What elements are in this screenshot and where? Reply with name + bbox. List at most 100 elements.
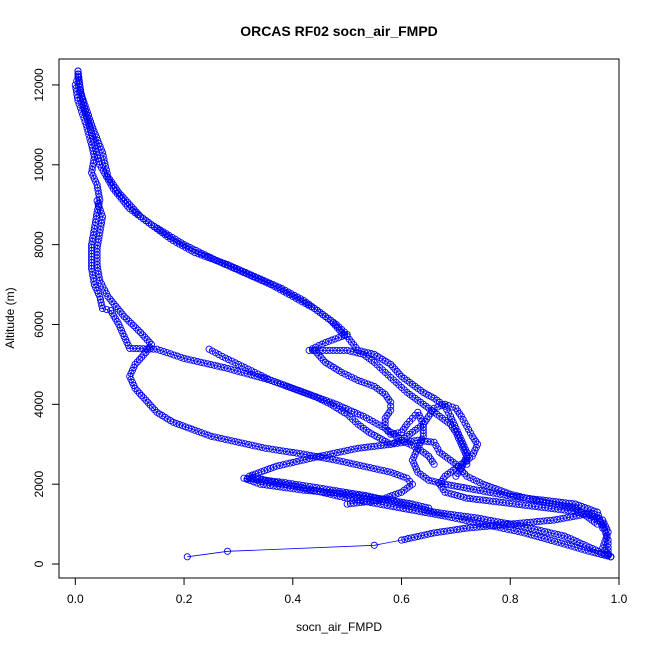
data-point (514, 521, 522, 530)
data-point (377, 495, 385, 503)
data-point (76, 83, 84, 91)
data-point (116, 307, 124, 316)
data-point (430, 529, 438, 537)
data-point (126, 201, 134, 209)
data-point (296, 450, 304, 458)
data-point (496, 490, 504, 498)
data-point (390, 469, 398, 477)
data-point (434, 403, 442, 411)
data-point (561, 506, 569, 514)
data-point (302, 482, 310, 490)
data-point (271, 477, 279, 486)
data-point (322, 346, 330, 354)
data-point (343, 346, 351, 354)
data-point (503, 525, 511, 533)
data-point (363, 463, 371, 471)
data-point (605, 551, 613, 559)
data-point (220, 364, 228, 372)
data-point (350, 491, 358, 499)
data-point (180, 354, 188, 362)
data-point (395, 370, 403, 378)
data-point (567, 535, 575, 543)
data-point (319, 356, 327, 364)
data-point (169, 418, 177, 426)
data-point (575, 501, 583, 509)
y-tick-label: 4000 (32, 391, 46, 418)
data-point (145, 338, 153, 346)
data-point (231, 437, 239, 446)
data-point (293, 458, 301, 466)
data-point (479, 480, 487, 488)
data-point (95, 139, 103, 148)
data-point (366, 464, 374, 472)
data-point (544, 528, 552, 536)
y-tick-label: 2000 (32, 471, 46, 498)
data-point (534, 533, 542, 541)
data-point (175, 421, 183, 429)
data-point (530, 518, 538, 526)
data-point (251, 442, 259, 450)
data-point (494, 486, 502, 494)
data-point (275, 446, 283, 454)
data-point (604, 543, 612, 551)
data-point (96, 206, 104, 214)
data-point (430, 508, 438, 516)
data-point (443, 510, 452, 518)
data-point (82, 110, 90, 118)
data-point (253, 479, 261, 487)
data-point (459, 525, 468, 533)
data-point (463, 484, 471, 492)
data-point (331, 321, 339, 329)
data-point (561, 540, 569, 548)
data-point (510, 521, 518, 529)
data-point (143, 336, 151, 344)
data-point (309, 346, 317, 354)
data-point (427, 530, 435, 538)
data-point (340, 447, 348, 455)
data-point (306, 487, 314, 495)
data-point (396, 472, 404, 480)
data-point (166, 350, 175, 358)
data-point (551, 505, 559, 513)
data-point (237, 267, 245, 275)
data-point (465, 517, 473, 525)
data-point (90, 138, 98, 146)
data-point (266, 482, 274, 490)
data-point (211, 433, 219, 441)
data-point (170, 351, 178, 359)
data-point (541, 527, 549, 536)
data-point (141, 333, 149, 341)
y-tick-label: 12000 (32, 68, 46, 102)
data-point (557, 539, 565, 547)
data-point (349, 460, 357, 468)
data-point (383, 467, 391, 476)
data-point (282, 460, 291, 468)
data-point (469, 475, 477, 483)
data-point (510, 527, 518, 535)
data-point (367, 350, 375, 358)
data-point (437, 509, 445, 517)
data-point (95, 199, 103, 207)
data-point (482, 496, 490, 505)
data-point (347, 446, 355, 454)
data-point (336, 489, 345, 498)
data-point (295, 387, 303, 395)
data-point (473, 486, 481, 494)
data-point (533, 518, 541, 526)
data-point (125, 317, 133, 325)
data-point (148, 403, 157, 412)
data-point (574, 508, 582, 516)
data-point (283, 382, 291, 390)
data-point (74, 73, 82, 81)
data-point (207, 361, 215, 369)
data-point (450, 511, 458, 519)
data-point (333, 449, 341, 457)
data-point (223, 547, 232, 555)
data-point (408, 500, 416, 508)
data-point (376, 466, 385, 474)
y-tick-label: 8000 (32, 231, 46, 258)
data-point (75, 80, 83, 88)
data-point (288, 480, 296, 488)
data-point (400, 473, 408, 481)
data-point (124, 202, 132, 210)
